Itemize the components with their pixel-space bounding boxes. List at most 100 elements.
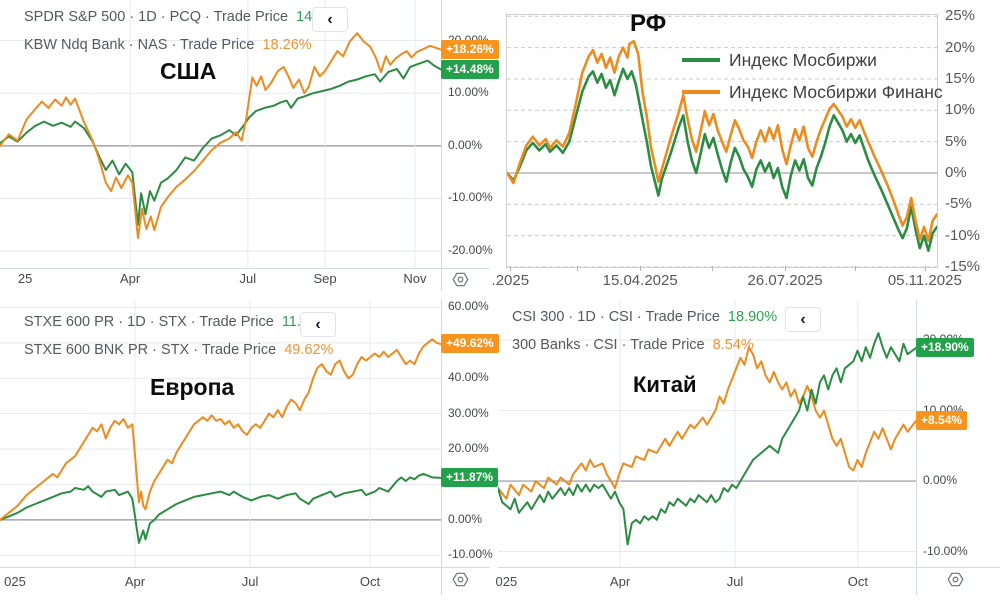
series-line-spdr-s-p-500: [0, 59, 441, 226]
y-axis-label: -10.00%: [448, 547, 493, 562]
series-line-индекс-мосбиржи: [507, 67, 937, 252]
axis-tick-mark: [640, 266, 642, 271]
rf-legend: Индекс Мосбиржи Индекс Мосбиржи Финанс: [682, 44, 943, 108]
panel-europe: 60.00%50.00%40.00%30.00%20.00%10.00%0.00…: [0, 299, 499, 603]
series-change-value: 18.90%: [727, 309, 778, 325]
axis-separator: [0, 567, 490, 568]
usa-series-row-2[interactable]: KBW Ndq Bank · NAS · Trade Price 18.26%: [24, 31, 345, 59]
x-axis-label: Apr: [124, 574, 146, 589]
panel-rf: 25% 20% 15% 10% 5% 0% -5% -10% -15% .2025 15.04.2…: [490, 0, 1000, 295]
y-axis-label: 15%: [945, 69, 976, 87]
x-axis-label: Jul: [239, 271, 257, 286]
price-badge: +18.90%: [916, 337, 974, 357]
legend-item-moex: Индекс Мосбиржи: [682, 44, 943, 76]
rf-axis-ticks: [506, 266, 936, 272]
y-axis-label: 60.00%: [448, 299, 489, 314]
china-y-axis[interactable]: 20.00%10.00%0.00%-10.00%+18.90%+8.54%: [916, 300, 978, 567]
china-chart-plot[interactable]: [498, 300, 916, 567]
legend-label: Индекс Мосбиржи: [729, 49, 877, 70]
series-description: STXE 600 BNK PR · STX · Trade Price: [24, 342, 277, 358]
series-line-kbw-ndq-bank: [0, 32, 441, 239]
axis-separator: [441, 0, 442, 291]
x-axis-label: 05.11.2025: [887, 272, 962, 289]
x-axis-label: Nov: [403, 271, 427, 286]
usa-x-axis[interactable]: 25 Apr Jul Sep Nov: [0, 271, 441, 291]
panel-china: 20.00%10.00%0.00%-10.00%+18.90%+8.54% 02…: [490, 300, 1000, 603]
settings-icon[interactable]: [452, 572, 469, 592]
series-description: STXE 600 PR · 1D · STX · Trade Price: [24, 314, 274, 330]
axis-tick-mark: [924, 266, 926, 271]
usa-series-row-1[interactable]: SPDR S&P 500 · 1D · PCQ · Trade Price 14…: [24, 3, 345, 31]
series-description: CSI 300 · 1D · CSI · Trade Price: [512, 309, 720, 325]
x-axis-label: 025: [4, 574, 26, 589]
x-axis-label: Oct: [847, 574, 869, 589]
y-axis-label: -10%: [945, 226, 981, 244]
collapse-legend-button[interactable]: ‹: [300, 312, 336, 337]
y-axis-label: 0.00%: [448, 137, 483, 152]
x-axis-label: Sep: [313, 271, 337, 286]
series-change-value: 49.62%: [284, 342, 334, 358]
legend-line-green: [682, 58, 720, 62]
collapse-legend-button[interactable]: ‹: [312, 7, 348, 32]
y-axis-label: -15%: [945, 258, 981, 275]
y-axis-label: 40.00%: [448, 370, 489, 385]
y-axis-label: 0%: [945, 163, 967, 181]
axis-tick-mark: [712, 266, 714, 271]
price-badge: +11.87%: [441, 467, 499, 487]
collapse-legend-button[interactable]: ‹: [785, 307, 821, 332]
usa-y-axis[interactable]: 20.00%10.00%0.00%-10.00%-20.00%+18.26%+1…: [441, 0, 503, 268]
axis-tick-mark: [855, 266, 857, 271]
usa-chart-plot[interactable]: [0, 0, 441, 268]
series-line-индекс-мосбиржи-финанс: [507, 39, 937, 242]
axis-tick-mark: [510, 266, 512, 271]
series-line-stxe-600-bnk-pr: [0, 338, 441, 521]
x-axis-label: 25: [17, 271, 33, 286]
europe-series-row-2[interactable]: STXE 600 BNK PR · STX · Trade Price 49.6…: [24, 336, 333, 364]
axis-tick-mark: [576, 266, 578, 271]
europe-chart-plot[interactable]: [0, 300, 441, 567]
x-axis-label: 26.07.2025: [747, 272, 823, 289]
axis-separator: [498, 567, 1000, 568]
x-axis-label: Apr: [119, 271, 141, 286]
legend-label: Индекс Мосбиржи Финанс: [729, 81, 943, 102]
china-series-row-1[interactable]: CSI 300 · 1D · CSI · Trade Price 18.90%: [512, 303, 777, 331]
axis-tick-mark: [785, 266, 787, 271]
rf-plot-frame: [506, 14, 938, 268]
panel-title-china: Китай: [633, 372, 697, 397]
y-axis-label: 0.00%: [923, 473, 958, 488]
x-axis-label: 025: [495, 574, 518, 589]
y-axis-label: 20%: [945, 38, 976, 56]
settings-icon[interactable]: [947, 572, 964, 592]
y-axis-label: 20.00%: [448, 441, 489, 456]
axis-separator: [441, 300, 442, 595]
series-change-value: 8.54%: [712, 337, 754, 353]
price-badge: +18.26%: [441, 39, 499, 59]
y-axis-label: 0.00%: [448, 511, 483, 526]
china-x-axis[interactable]: 025 Apr Jul Oct: [495, 574, 916, 594]
series-description: KBW Ndq Bank · NAS · Trade Price: [24, 37, 255, 53]
y-axis-label: 25%: [945, 7, 976, 25]
x-axis-label: Oct: [359, 574, 381, 589]
series-change-value: 18.26%: [262, 37, 312, 53]
x-axis-label: 15.04.2025: [602, 272, 678, 289]
europe-series-row-1[interactable]: STXE 600 PR · 1D · STX · Trade Price 11.…: [24, 308, 333, 336]
y-axis-label: -20.00%: [448, 243, 493, 258]
europe-y-axis[interactable]: 60.00%50.00%40.00%30.00%20.00%10.00%0.00…: [441, 299, 503, 567]
y-axis-label: 30.00%: [448, 405, 489, 420]
panel-title-rf: РФ: [630, 10, 667, 37]
settings-icon[interactable]: [452, 272, 469, 292]
y-axis-label: -10.00%: [448, 190, 493, 205]
x-axis-label: .2025: [491, 272, 530, 289]
panel-title-usa: США: [160, 58, 217, 84]
europe-x-axis[interactable]: 025 Apr Jul Oct: [0, 574, 441, 594]
x-axis-label: Jul: [241, 574, 259, 589]
y-axis-label: 5%: [945, 132, 967, 150]
axis-separator: [916, 300, 917, 595]
x-axis-label: Jul: [726, 574, 744, 589]
china-series-row-2[interactable]: 300 Banks · CSI · Trade Price 8.54%: [512, 331, 777, 359]
axis-separator: [0, 268, 490, 269]
x-axis-label: Apr: [609, 574, 631, 589]
series-line-csi-300: [498, 332, 916, 546]
legend-line-orange: [682, 90, 720, 94]
